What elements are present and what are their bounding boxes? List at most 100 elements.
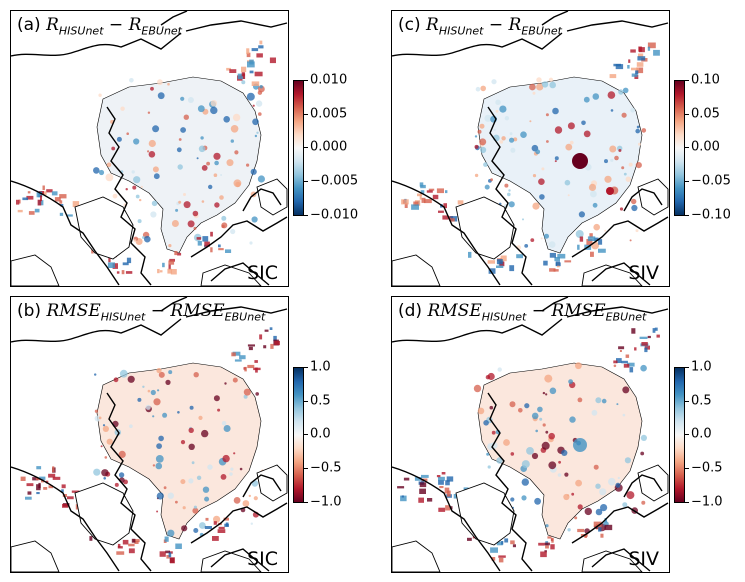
diff-speck (537, 406, 543, 413)
coastal-diff-cell (538, 542, 545, 546)
coastal-diff-cell (445, 505, 451, 511)
coastal-diff-cell (117, 543, 121, 548)
coastal-diff-cell (553, 269, 559, 272)
diff-speck (243, 388, 251, 396)
diff-speck (118, 472, 125, 478)
diff-speck (199, 522, 206, 529)
colorbar-b-tick (304, 502, 308, 503)
coastline (392, 466, 501, 572)
diff-speck (104, 456, 108, 459)
coastal-diff-cell (609, 74, 617, 79)
diff-speck (197, 105, 205, 113)
coastal-diff-cell (177, 252, 182, 256)
coastal-diff-cell (457, 200, 464, 205)
coastal-diff-cell (22, 197, 28, 201)
diff-speck (554, 126, 563, 134)
coastal-diff-cell (166, 555, 170, 559)
diff-speck (223, 425, 231, 432)
diff-speck (548, 461, 557, 470)
diff-speck (156, 443, 163, 449)
diff-speck (484, 114, 492, 122)
diff-speck (541, 81, 549, 88)
colorbar-c-tick (685, 181, 689, 182)
diff-speck (152, 166, 159, 173)
diff-speck (590, 190, 597, 198)
coastal-diff-cell (540, 551, 547, 558)
diff-speck (165, 379, 171, 385)
colorbar-c: 0.10 0.05 0.00 −0.05 −0.10 (674, 73, 744, 223)
coastal-diff-cell (545, 545, 549, 549)
diff-speck (259, 85, 263, 89)
colorbar-c-tick-label: −0.10 (691, 207, 731, 223)
diff-speck (201, 200, 205, 203)
diff-speck (132, 185, 137, 190)
map-a (11, 11, 288, 286)
diff-speck (614, 155, 619, 161)
diff-speck (640, 434, 647, 441)
hotspot-marker (606, 187, 614, 195)
coastal-diff-cell (237, 73, 245, 80)
coastal-diff-cell (46, 189, 53, 193)
diff-speck (196, 475, 202, 480)
coastal-diff-cell (54, 197, 61, 202)
diff-speck (167, 82, 170, 86)
coastal-diff-cell (34, 208, 40, 213)
coastal-diff-cell (247, 344, 255, 347)
land-mass (200, 264, 262, 286)
coastal-diff-cell (554, 257, 560, 262)
diff-speck (601, 398, 607, 404)
coastal-diff-cell (468, 251, 472, 258)
diff-speck (532, 202, 540, 210)
colorbar-c-tick-label: 0.00 (691, 139, 720, 155)
diff-speck (541, 167, 545, 171)
diff-speck (545, 113, 549, 117)
diff-speck (592, 202, 598, 208)
coastline (571, 502, 669, 544)
land-mass (637, 178, 669, 216)
diff-speck (229, 472, 233, 476)
coastal-diff-cell (112, 263, 118, 269)
coastal-diff-cell (213, 521, 217, 525)
diff-speck (578, 211, 585, 218)
coastal-diff-cell (418, 497, 424, 503)
coastal-diff-cell (443, 203, 447, 209)
coastline (623, 474, 663, 498)
diff-speck (191, 461, 195, 465)
coastline (571, 216, 669, 258)
diff-speck (201, 429, 209, 438)
diff-speck (150, 86, 154, 91)
diff-speck (221, 421, 227, 426)
diff-speck (119, 369, 128, 378)
colorbar-d-tick-label: −0.5 (691, 460, 723, 476)
diff-speck (621, 166, 625, 170)
diff-speck (140, 185, 143, 188)
coastal-diff-cell (162, 262, 165, 268)
diff-speck (147, 389, 151, 393)
colorbar-c-tick-label: 0.05 (691, 106, 720, 122)
colorbar-a-tick-label: −0.010 (310, 207, 359, 223)
coastal-diff-cell (59, 194, 67, 199)
coastal-diff-cell (547, 536, 552, 539)
diff-speck (232, 377, 238, 383)
diff-speck (157, 389, 160, 392)
diff-speck (583, 130, 591, 138)
coastal-diff-cell (637, 56, 646, 61)
diff-speck (180, 479, 186, 485)
colorbar-c-tick (685, 80, 689, 81)
diff-speck (567, 122, 575, 130)
diff-speck (509, 401, 516, 408)
diff-speck (220, 174, 223, 176)
diff-speck (504, 116, 510, 121)
diff-speck (254, 134, 258, 138)
coastal-diff-cell (621, 360, 628, 364)
coastal-diff-cell (107, 262, 115, 268)
diff-speck (477, 407, 485, 415)
diff-speck (230, 139, 234, 143)
coastline (591, 548, 651, 572)
diff-speck (536, 77, 542, 83)
diff-speck (156, 367, 162, 374)
diff-speck (564, 472, 569, 477)
coastal-diff-cell (131, 538, 136, 543)
diff-speck (546, 140, 549, 143)
diff-speck (479, 123, 485, 129)
